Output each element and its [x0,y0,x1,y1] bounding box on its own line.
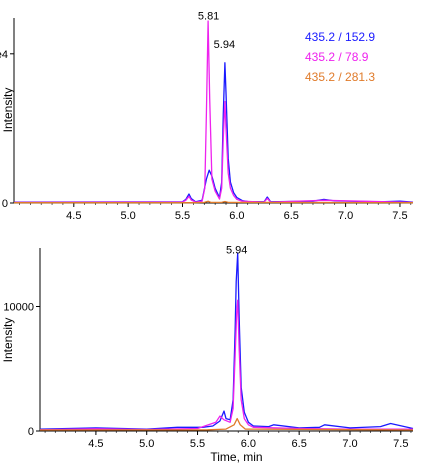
x-tick-label: 5.5 [190,438,205,450]
x-tick-label: 4.5 [88,438,103,450]
peak-label: 5.94 [226,245,247,257]
legend-entry: 435.2 / 152.9 [305,30,375,44]
x-tick-label: 7.0 [338,210,353,222]
series-line-435-2-78-9 [13,20,414,204]
legend-entry: 435.2 / 281.3 [305,70,375,84]
x-tick-label: 5.0 [139,438,154,450]
y-tick-label: 5e4 [0,49,8,61]
y-tick-label: 0 [28,426,34,438]
y-tick-label: 10000 [3,302,34,314]
x-tick-label: 6.0 [241,438,256,450]
peak-label: 5.81 [198,10,219,22]
x-tick-label: 6.5 [292,438,307,450]
x-tick-label: 4.5 [66,210,81,222]
legend-entry: 435.2 / 78.9 [305,50,369,64]
y-axis-label: Intensity [1,318,15,363]
y-axis-label: Intensity [1,88,15,133]
x-tick-label: 5.5 [175,210,190,222]
x-tick-label: 6.0 [229,210,244,222]
series-line-1-0 [39,252,414,430]
y-tick-label: 0 [2,198,8,210]
series-line-1-2 [39,417,414,431]
x-tick-label: 7.5 [393,438,408,450]
series-line-1-1 [39,299,413,431]
series-line-435-2-281-3 [14,200,414,204]
x-tick-label: 7.0 [342,438,357,450]
x-tick-label: 5.0 [121,210,136,222]
peak-label: 5.94 [214,39,235,51]
x-tick-label: 6.5 [284,210,299,222]
x-axis-label: Time, min [210,450,262,464]
x-tick-label: 7.5 [392,210,407,222]
